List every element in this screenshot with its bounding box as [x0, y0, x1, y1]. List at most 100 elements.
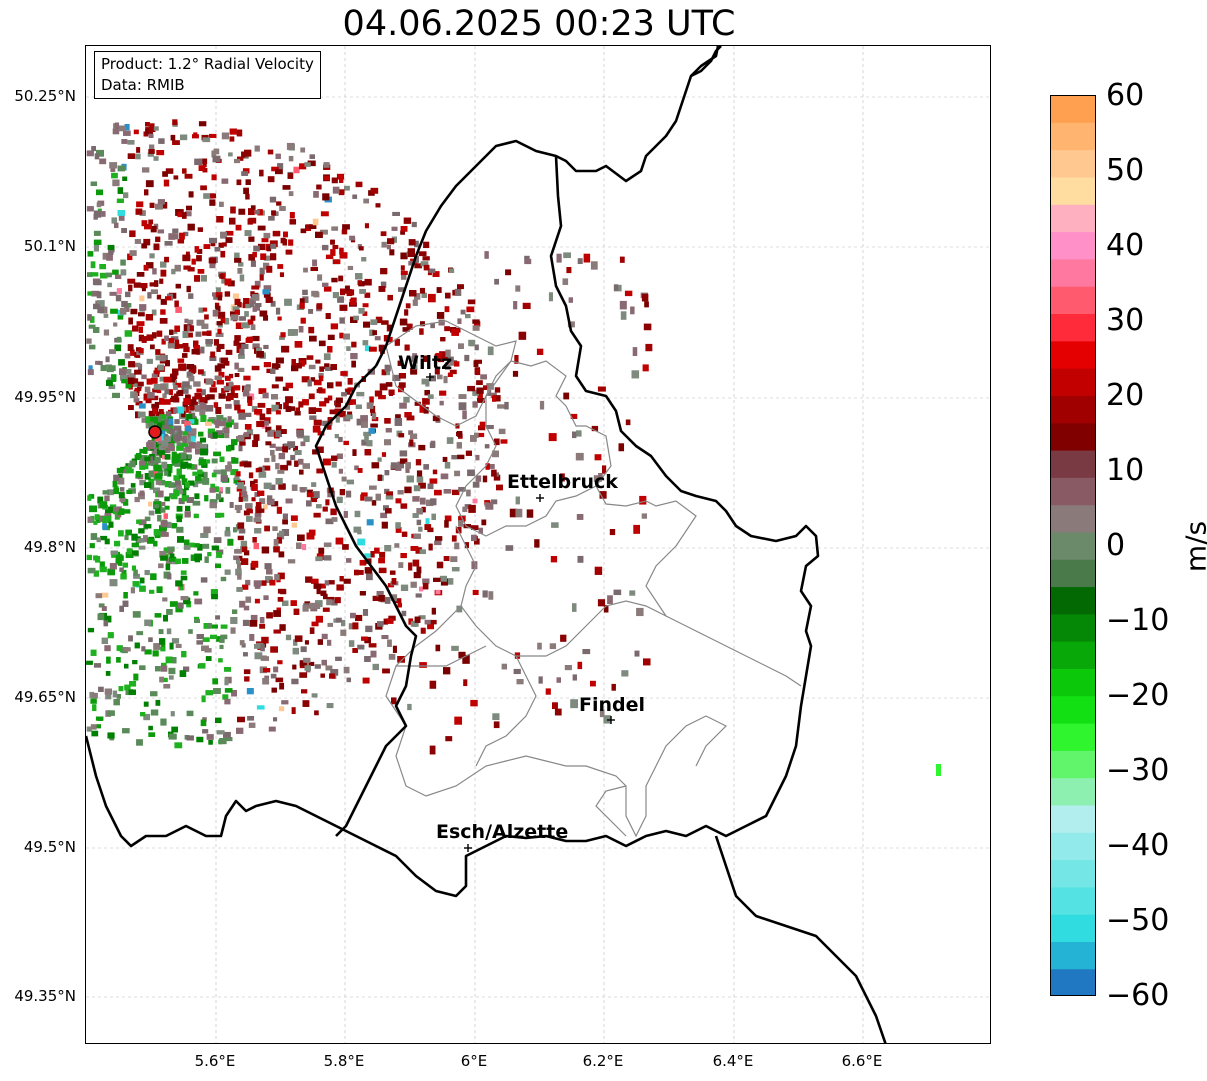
- radar-echo: [549, 643, 557, 650]
- radar-echo: [364, 223, 369, 229]
- radar-echo: [320, 229, 328, 235]
- radar-echo: [322, 506, 328, 512]
- radar-echo: [170, 439, 175, 447]
- radar-echo: [454, 542, 460, 550]
- radar-echo: [278, 453, 286, 460]
- radar-echo: [195, 478, 202, 484]
- radar-echo: [179, 670, 187, 677]
- radar-echo: [118, 530, 124, 537]
- radar-echo: [291, 707, 296, 715]
- radar-echo: [198, 431, 204, 437]
- radar-echo: [439, 400, 444, 406]
- radar-echo: [163, 376, 172, 383]
- radar-echo: [537, 642, 542, 650]
- radar-echo: [243, 652, 248, 657]
- radar-echo: [158, 479, 166, 486]
- radar-echo: [372, 413, 377, 420]
- radar-echoes: [86, 119, 941, 776]
- radar-echo: [398, 373, 406, 379]
- colorbar-band: [1050, 695, 1096, 724]
- canton-borders: [385, 320, 802, 838]
- radar-echo: [299, 298, 305, 303]
- radar-echo: [422, 583, 429, 590]
- map-canvas: Wiltz Ettelbruck Findel Esch/Alzette: [86, 46, 990, 1043]
- radar-echo: [392, 374, 401, 381]
- radar-echo: [436, 287, 442, 293]
- radar-echo: [216, 487, 223, 492]
- radar-echo: [129, 250, 137, 256]
- radar-echo: [394, 543, 400, 548]
- radar-echo: [234, 404, 241, 411]
- city-label-esch-alzette: Esch/Alzette: [436, 821, 568, 843]
- radar-echo: [442, 456, 448, 462]
- radar-echo: [298, 401, 304, 408]
- radar-echo: [619, 300, 627, 310]
- radar-echo: [433, 577, 441, 582]
- radar-echo: [212, 678, 219, 685]
- radar-echo: [132, 325, 139, 332]
- radar-echo: [269, 240, 278, 248]
- radar-echo: [154, 613, 162, 618]
- radar-echo: [165, 563, 171, 571]
- radar-echo: [413, 485, 421, 492]
- colorbar-band: [1050, 941, 1096, 970]
- radar-echo: [185, 406, 192, 413]
- radar-echo: [322, 420, 328, 426]
- radar-echo: [277, 597, 284, 602]
- radar-echo: [347, 411, 353, 417]
- radar-echo: [136, 453, 142, 458]
- radar-echo: [383, 618, 389, 625]
- radar-echo: [305, 576, 313, 583]
- radar-echo: [92, 692, 98, 699]
- colorbar-band: [1050, 176, 1096, 205]
- radar-echo: [99, 561, 105, 568]
- radar-echo: [177, 239, 185, 244]
- map-area[interactable]: Wiltz Ettelbruck Findel Esch/Alzette: [85, 45, 991, 1044]
- radar-echo: [311, 578, 319, 584]
- radar-echo: [149, 144, 155, 152]
- radar-echo: [244, 230, 252, 236]
- radar-echo: [90, 316, 95, 323]
- radar-echo: [419, 287, 426, 294]
- radar-echo: [207, 431, 216, 438]
- radar-echo: [416, 519, 422, 526]
- radar-echo: [125, 529, 132, 536]
- colorbar-band: [1050, 504, 1096, 533]
- radar-echo: [497, 404, 505, 409]
- radar-echo: [86, 554, 93, 561]
- radar-echo: [331, 277, 338, 283]
- radar-echo: [308, 661, 315, 666]
- radar-echo: [241, 322, 249, 329]
- radar-echo: [418, 482, 426, 489]
- radar-echo: [153, 156, 159, 161]
- radar-echo: [130, 587, 136, 594]
- radar-echo: [131, 565, 137, 571]
- radar-echo: [266, 246, 272, 252]
- radar-echo: [165, 296, 172, 301]
- radar-echo: [139, 665, 146, 670]
- radar-echo: [491, 499, 498, 505]
- radar-echo: [252, 306, 257, 312]
- radar-echo: [86, 726, 92, 732]
- radar-echo: [279, 206, 286, 211]
- radar-echo: [440, 337, 446, 342]
- radar-echo: [275, 677, 284, 683]
- radar-echo: [166, 628, 172, 635]
- radar-echo: [591, 425, 599, 432]
- radar-echo: [357, 468, 363, 473]
- radar-echo: [309, 335, 317, 342]
- radar-echo: [258, 388, 267, 394]
- radar-echo: [236, 727, 244, 734]
- radar-echo: [147, 292, 152, 299]
- radar-echo: [214, 365, 222, 372]
- radar-echo: [173, 425, 182, 431]
- radar-echo: [145, 397, 152, 404]
- radar-echo: [171, 638, 180, 644]
- radar-echo: [279, 272, 285, 278]
- radar-echo: [370, 319, 378, 325]
- radar-echo: [131, 542, 139, 548]
- radar-echo: [225, 487, 231, 494]
- radar-echo: [409, 290, 417, 297]
- radar-echo: [137, 363, 143, 371]
- radar-echo: [252, 252, 257, 258]
